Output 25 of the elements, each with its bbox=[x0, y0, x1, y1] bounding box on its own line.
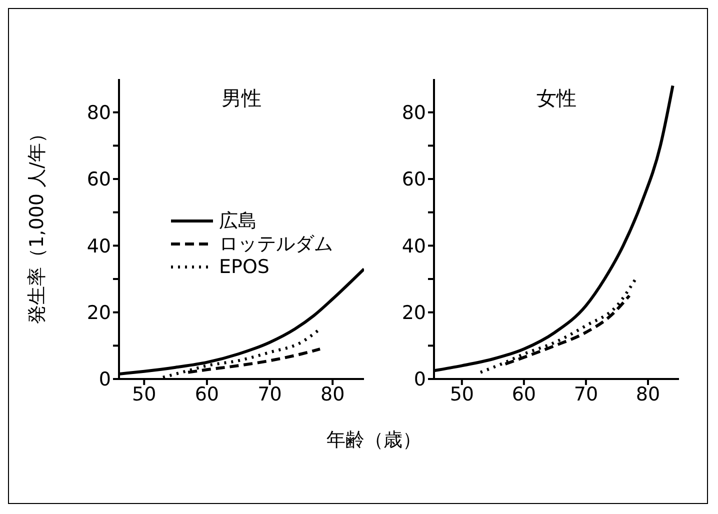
y-tick-label: 80 bbox=[86, 102, 111, 124]
legend-label: EPOS bbox=[219, 256, 270, 278]
y-tick-label: 60 bbox=[402, 168, 426, 191]
y-tick-label: 60 bbox=[86, 168, 111, 191]
x-axis-title: 年齢（歳） bbox=[326, 428, 422, 453]
chart-title: 男性 bbox=[220, 85, 262, 112]
y-tick-label: 80 bbox=[402, 102, 426, 124]
x-tick-label: 70 bbox=[574, 383, 598, 406]
x-tick-label: 80 bbox=[636, 383, 660, 406]
y-tick-label: 20 bbox=[86, 302, 111, 324]
legend-label: ロッテルダム bbox=[219, 232, 333, 256]
y-tick-label: 40 bbox=[402, 235, 426, 258]
y-tick-label: 0 bbox=[414, 368, 426, 391]
y-tick-label: 40 bbox=[86, 235, 111, 258]
x-tick-label: 60 bbox=[194, 383, 220, 406]
x-tick-label: 80 bbox=[320, 383, 345, 406]
x-tick-label: 70 bbox=[258, 383, 282, 406]
chart-title: 女性 bbox=[536, 85, 578, 112]
y-axis-title: 発生率（1,000 人/年） bbox=[25, 124, 49, 324]
x-tick-label: 50 bbox=[450, 383, 474, 406]
y-tick-label: 0 bbox=[98, 368, 111, 391]
legend-label: 広島 bbox=[219, 208, 257, 234]
y-tick-label: 20 bbox=[402, 302, 426, 324]
x-tick-label: 60 bbox=[512, 383, 536, 406]
x-tick-label: 50 bbox=[132, 383, 156, 406]
